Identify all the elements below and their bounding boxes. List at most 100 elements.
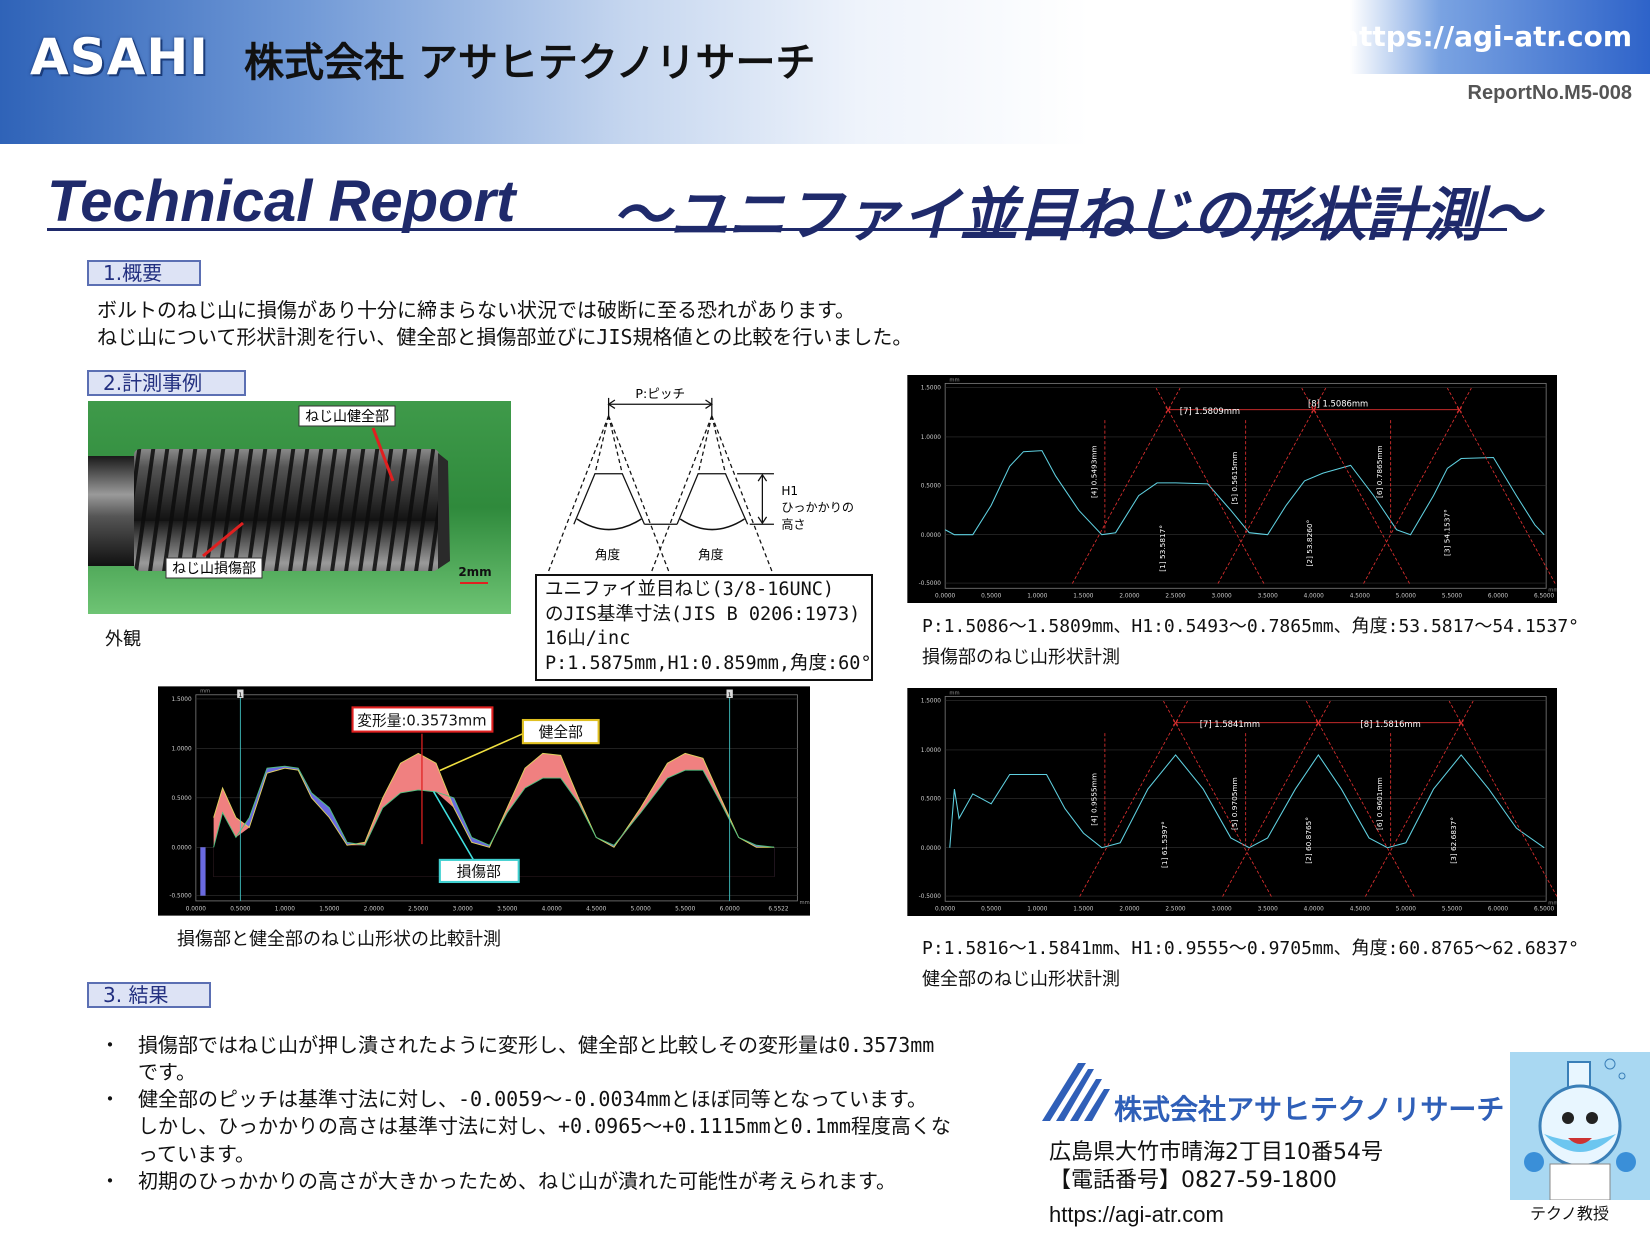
x-tick-label: 5.5000 bbox=[1442, 594, 1463, 600]
title-underline bbox=[47, 228, 1507, 231]
damaged-curve bbox=[213, 765, 775, 848]
spec-line: 16山/inc bbox=[545, 628, 631, 649]
bullet-text: 損傷部ではねじ山が押し潰されたように変形し、健全部と比較しその変形量は0.357… bbox=[138, 1033, 935, 1057]
plot-frame bbox=[944, 695, 1547, 902]
bullet-text: 初期のひっかかりの高さが大きかったため、ねじ山が潰れた可能性が考えられます。 bbox=[138, 1169, 896, 1193]
pointer bbox=[432, 791, 475, 861]
angle-label: [3] 54.1537° bbox=[1442, 509, 1451, 556]
bolt-photo: ねじ山健全部 ねじ山損傷部 2mm bbox=[88, 401, 511, 614]
photo-label: ねじ山健全部 bbox=[305, 409, 389, 425]
spec-line: ユニファイ並目ねじ(3/8-16UNC) bbox=[545, 579, 835, 600]
x-tick-label: 2.5000 bbox=[1165, 907, 1186, 913]
label-box bbox=[298, 405, 396, 427]
bullet-mark: ・ bbox=[100, 1087, 120, 1111]
pitch-label: P:ピッチ bbox=[635, 386, 685, 401]
angle-label: 角度 bbox=[698, 547, 724, 562]
graph-background bbox=[907, 375, 1557, 603]
cross-mark: × bbox=[1172, 718, 1180, 729]
flank-line bbox=[1071, 387, 1181, 584]
axis-unit: mm bbox=[799, 900, 809, 906]
flank-line bbox=[1217, 387, 1327, 584]
x-tick-label: 3.0000 bbox=[453, 906, 474, 912]
x-tick-label: 1.5000 bbox=[1073, 907, 1094, 913]
axis-unit: mm bbox=[949, 377, 959, 383]
header-url[interactable]: https://agi-atr.com bbox=[1339, 20, 1632, 53]
flank-line bbox=[1079, 700, 1188, 897]
y-tick-label: 0.5000 bbox=[171, 796, 192, 802]
bullet-mark: ・ bbox=[100, 1033, 120, 1057]
label-box bbox=[351, 706, 494, 733]
x-tick-label: 3.5000 bbox=[497, 906, 518, 912]
company-name: 株式会社 アサヒテクノリサーチ bbox=[244, 40, 816, 86]
paragraph: ボルトのねじ山に損傷があり十分に締まらない状況では破断に至る恐れがあります。 bbox=[97, 298, 855, 322]
height-label: [5] 0.9705mm bbox=[1230, 777, 1239, 830]
x-tick-label: 1.0000 bbox=[275, 906, 296, 912]
y-tick-label: 0.5000 bbox=[921, 483, 942, 489]
flank-line bbox=[1364, 700, 1474, 897]
x-tick-label: 1.5000 bbox=[319, 906, 340, 912]
scale-label: 2mm bbox=[458, 565, 491, 579]
graph-caption: 損傷部と健全部のねじ山形状の比較計測 bbox=[177, 929, 501, 950]
arrow-heads bbox=[757, 473, 768, 525]
x-tick-label: 4.0000 bbox=[1304, 594, 1325, 600]
x-tick-label: 2.0000 bbox=[1119, 594, 1140, 600]
spec-box: ユニファイ並目ねじ(3/8-16UNC) のJIS基準寸法(JIS B 0206… bbox=[535, 574, 873, 681]
footer-url[interactable]: https://agi-atr.com bbox=[1049, 1202, 1224, 1227]
y-tick-label: 0.5000 bbox=[921, 796, 942, 802]
thread-profile bbox=[573, 473, 749, 525]
comparison-graph: 1.5000 1.0000 0.5000 0.0000 -0.5000 0.0000 0.5… bbox=[158, 686, 810, 916]
h1-label: ひっかかりの bbox=[781, 501, 854, 515]
x-tick-label: 5.5000 bbox=[675, 906, 696, 912]
graph-summary: P:1.5086～1.5809mm、H1:0.5493～0.7865mm、角度:… bbox=[922, 616, 1580, 637]
x-tick-label: 6.5522 bbox=[768, 906, 789, 912]
axis-unit: mm bbox=[1548, 900, 1557, 906]
arrow bbox=[371, 427, 395, 482]
url-bar bbox=[1350, 0, 1650, 74]
x-tick-label: 2.0000 bbox=[1119, 907, 1140, 913]
h1-label: 高さ bbox=[781, 517, 805, 531]
x-tick-label: 1.0000 bbox=[1027, 907, 1048, 913]
plot-frame bbox=[944, 382, 1547, 589]
bolt-end bbox=[438, 453, 450, 569]
y-tick-label: 1.0000 bbox=[921, 435, 942, 441]
axis-unit: mm bbox=[200, 689, 210, 695]
x-tick-label: 5.5000 bbox=[1442, 907, 1463, 913]
photo-caption: 外観 bbox=[105, 629, 141, 650]
flank-line bbox=[1448, 700, 1557, 897]
x-tick-label: 6.0000 bbox=[720, 906, 741, 912]
photo-label: ねじ山損傷部 bbox=[172, 561, 256, 577]
thread-diagram: P:ピッチ H1 ひっかかりの 高さ 角度 角度 bbox=[546, 386, 854, 574]
x-tick-label: 5.0000 bbox=[1396, 594, 1417, 600]
angle-label: [1] 61.5397° bbox=[1160, 821, 1169, 868]
label-box bbox=[521, 718, 600, 745]
height-label: [6] 0.7865mm bbox=[1375, 445, 1384, 498]
footer-phone: 【電話番号】0827-59-1800 bbox=[1049, 1168, 1337, 1193]
mascot-caption: テクノ教授 bbox=[1530, 1200, 1610, 1224]
y-tick-label: -0.5000 bbox=[919, 581, 942, 587]
bolt-thread bbox=[134, 449, 439, 571]
y-tick-label: 1.5000 bbox=[921, 386, 942, 392]
x-tick-label: 0.0000 bbox=[186, 906, 207, 912]
x-tick-label: 0.5000 bbox=[981, 907, 1002, 913]
flank-line bbox=[1163, 700, 1272, 897]
footer-address: 広島県大竹市晴海2丁目10番54号 bbox=[1049, 1140, 1383, 1165]
y-tick-label: 1.0000 bbox=[921, 748, 942, 754]
pitch-label: [8] 1.5816mm bbox=[1361, 719, 1421, 729]
section-heading: 2.計測事例 bbox=[87, 370, 246, 396]
x-tick-label: 0.0000 bbox=[935, 594, 956, 600]
x-tick-label: 3.5000 bbox=[1258, 907, 1279, 913]
graph-caption: 損傷部のねじ山形状計測 bbox=[922, 647, 1120, 668]
x-tick-label: 0.5000 bbox=[230, 906, 251, 912]
pitch-label: [7] 1.5841mm bbox=[1200, 719, 1260, 729]
angle-label: [3] 62.6837° bbox=[1449, 817, 1458, 864]
x-tick-label: 4.0000 bbox=[542, 906, 563, 912]
x-tick-label: 6.5000 bbox=[1534, 907, 1555, 913]
y-tick-label: 0.0000 bbox=[171, 845, 192, 851]
profile-curve bbox=[949, 753, 1545, 849]
bullet-text: です。 bbox=[138, 1060, 196, 1084]
cross-mark: × bbox=[1314, 718, 1322, 729]
pointer bbox=[439, 732, 524, 772]
cross-mark: × bbox=[1164, 405, 1172, 416]
section-heading: 3. 結果 bbox=[87, 982, 211, 1008]
